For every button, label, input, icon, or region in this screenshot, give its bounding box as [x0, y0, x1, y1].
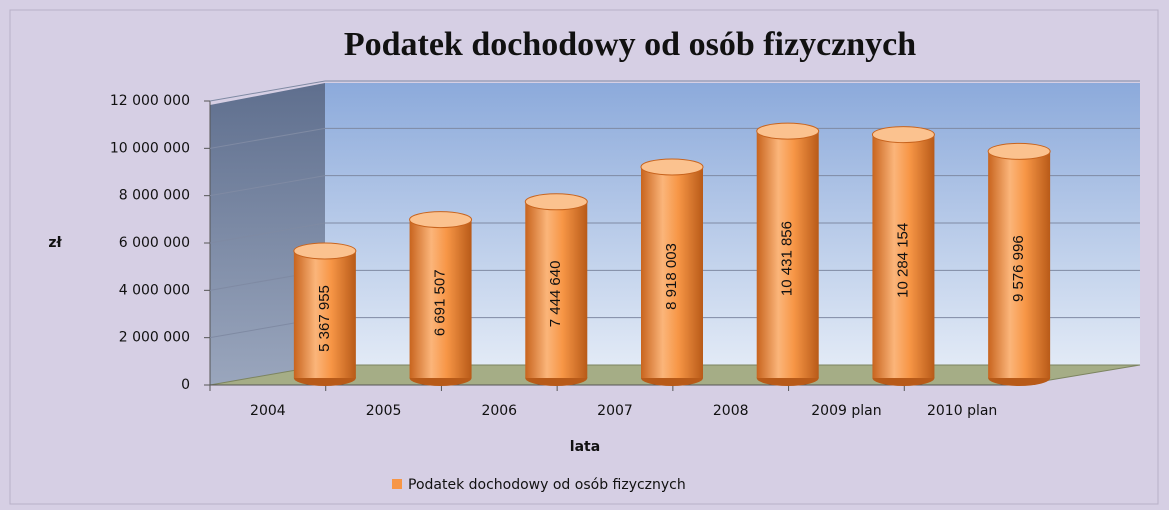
value-label: 9 576 996 — [1010, 235, 1027, 302]
cylinder — [756, 131, 819, 378]
x-axis-title: lata — [570, 439, 600, 455]
cylinder-top — [293, 242, 357, 260]
grid-line — [209, 222, 326, 244]
y-tick-label: 10 000 000 — [110, 140, 190, 156]
x-tick-label: 2010 plan — [927, 403, 997, 419]
x-tick-label: 2004 — [250, 403, 286, 419]
cylinder — [525, 201, 588, 378]
x-tick-label: 2006 — [481, 403, 517, 419]
grid-line — [209, 80, 326, 102]
x-tick-label: 2008 — [713, 403, 749, 419]
value-label: 10 431 856 — [779, 221, 796, 296]
cylinder — [988, 151, 1051, 378]
chart-border — [9, 9, 1159, 505]
x-tick-label: 2009 plan — [811, 403, 881, 419]
y-axis-title: zł — [48, 235, 62, 251]
cylinder-top — [756, 122, 820, 140]
x-tick-label: 2007 — [597, 403, 633, 419]
cylinder-top — [640, 158, 704, 176]
y-tick-label: 2 000 000 — [119, 330, 190, 346]
cylinder — [409, 219, 472, 378]
value-label: 5 367 955 — [316, 285, 333, 352]
value-label: 7 444 640 — [547, 261, 564, 328]
y-tick-label: 12 000 000 — [110, 93, 190, 109]
value-label: 6 691 507 — [432, 269, 449, 336]
y-tick-label: 0 — [181, 377, 190, 393]
grid-line — [209, 175, 326, 197]
cylinder-top — [871, 126, 935, 144]
legend-swatch — [392, 479, 402, 489]
y-tick-label: 6 000 000 — [119, 235, 190, 251]
cylinder-top — [987, 142, 1051, 160]
value-label: 10 284 154 — [894, 223, 911, 298]
y-tick-label: 8 000 000 — [119, 188, 190, 204]
value-label: 8 918 003 — [663, 243, 680, 310]
cylinder — [641, 166, 703, 378]
chart-title: Podatek dochodowy od osób fizycznych — [344, 26, 916, 63]
cylinder-top — [409, 211, 473, 229]
cylinder — [293, 250, 356, 378]
x-tick-label: 2005 — [366, 403, 402, 419]
cylinder-top — [524, 193, 588, 211]
grid-line — [209, 127, 326, 149]
legend-label: Podatek dochodowy od osób fizycznych — [408, 477, 686, 493]
cylinder — [872, 134, 935, 378]
y-tick-label: 4 000 000 — [119, 282, 190, 298]
